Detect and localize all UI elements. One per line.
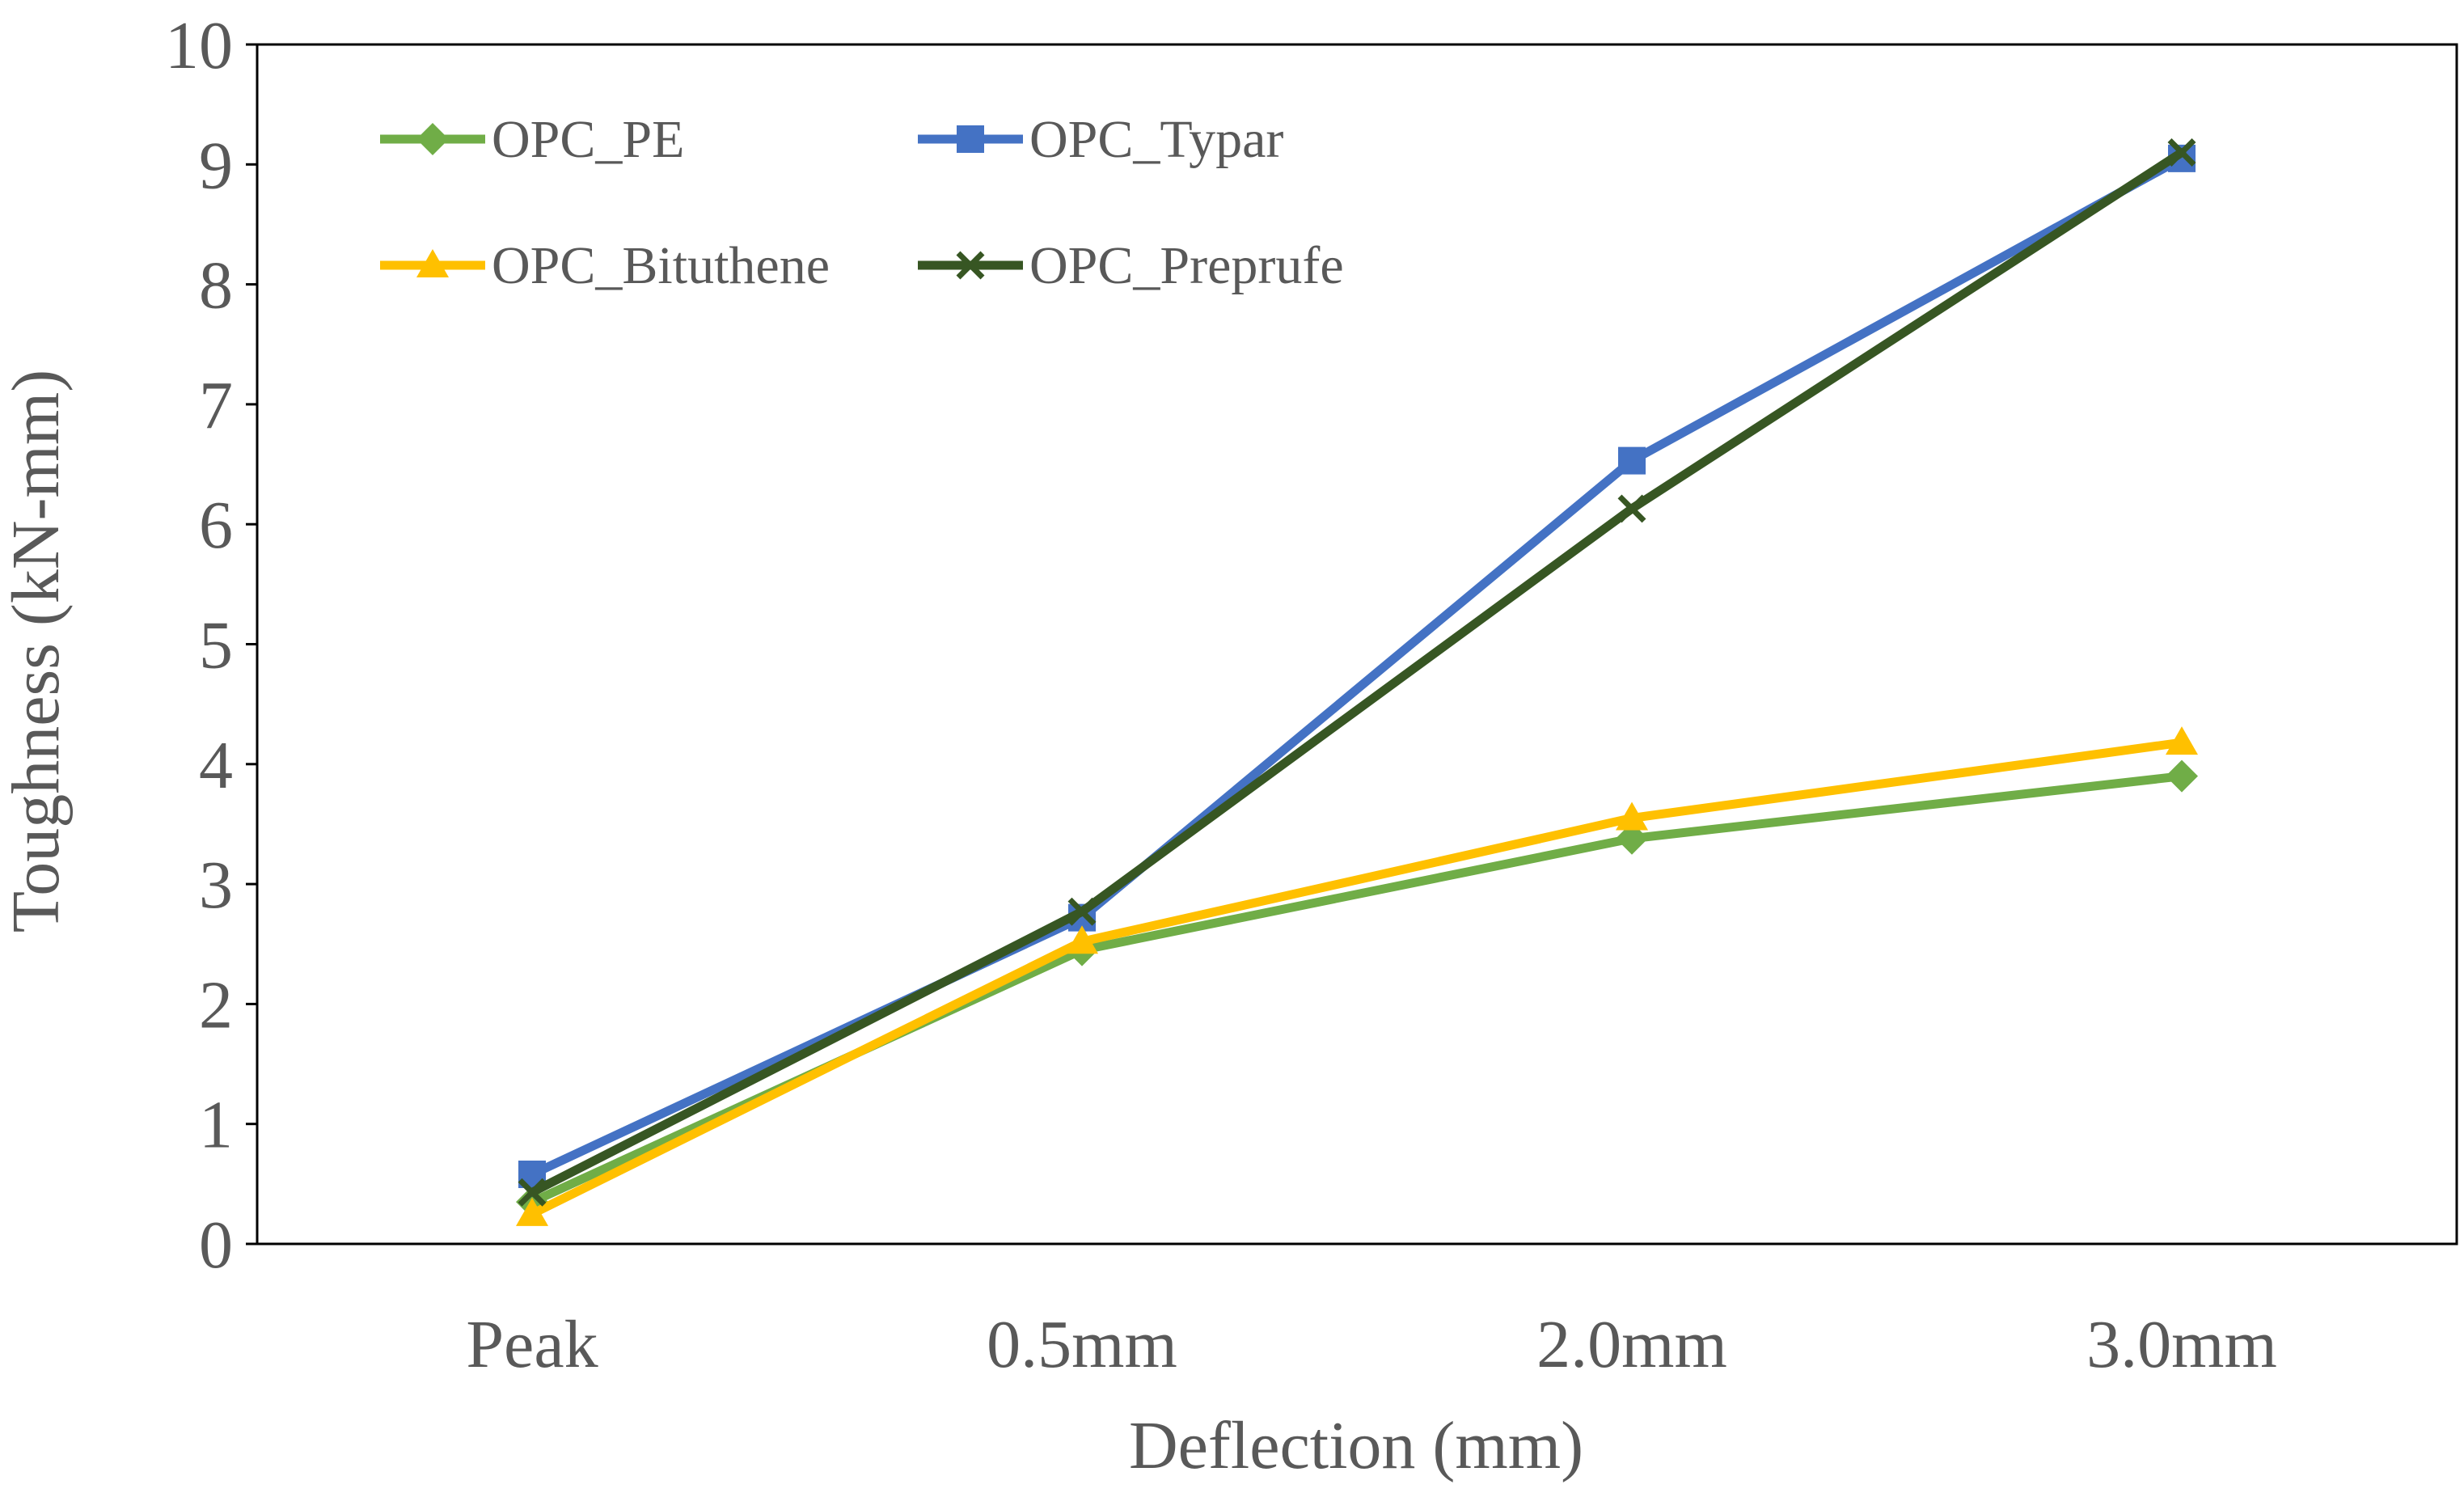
y-tick-label: 0 [199, 1208, 233, 1283]
legend-label: OPC_PE [492, 110, 684, 169]
legend-entry-opc-bituthene: OPC_Bituthene [380, 236, 830, 295]
x-marker [1617, 494, 1646, 523]
y-tick-label: 9 [199, 128, 233, 203]
x-marker [956, 251, 985, 280]
y-tick-label: 8 [199, 248, 233, 324]
x-axis-title: Deflection (mm) [1129, 1408, 1583, 1483]
series-line [527, 772, 2187, 1207]
series-line [527, 738, 2187, 1219]
x-marker-stroke [2167, 137, 2196, 167]
x-tick-label: Peak [466, 1307, 598, 1382]
y-tick-label: 1 [199, 1088, 233, 1163]
x-tick-labels: Peak 0.5mm 2.0mm 3.0mm [466, 1307, 2276, 1382]
x-marker-stroke [1067, 897, 1097, 926]
series-opc-typar [518, 144, 2196, 1188]
diamond-marker [416, 123, 449, 155]
square-marker [1618, 446, 1646, 475]
series-line [527, 154, 2187, 1179]
triangle-marker [2166, 726, 2198, 755]
y-tick-label: 5 [199, 608, 233, 683]
y-tick-labels: 0 1 2 3 4 5 6 7 8 9 10 [165, 8, 233, 1283]
series-opc-pe [516, 759, 2198, 1219]
x-tick-label: 3.0mm [2086, 1307, 2277, 1382]
x-marker [2167, 137, 2196, 167]
legend-label: OPC_Bituthene [492, 236, 830, 295]
plot-area-border [256, 43, 2458, 1246]
triangle-marker [516, 1197, 548, 1226]
x-tick-label: 2.0mm [1536, 1307, 1727, 1382]
axes [246, 43, 2458, 1246]
series-layer [516, 137, 2198, 1226]
y-tick-label: 7 [199, 368, 233, 443]
x-marker-stroke [1617, 494, 1646, 523]
series-line [527, 147, 2187, 1197]
y-tick-label: 10 [165, 8, 233, 83]
x-marker [518, 1178, 547, 1207]
triangle-marker [1066, 925, 1098, 954]
square-marker [957, 125, 984, 153]
triangle-marker [416, 249, 449, 277]
triangle-marker [1616, 801, 1648, 831]
x-marker [1067, 897, 1097, 926]
x-marker-stroke [956, 251, 985, 280]
legend-entry-opc-preprufe: OPC_Preprufe [918, 236, 1344, 295]
series-opc-bituthene [516, 726, 2198, 1226]
y-tick-label: 6 [199, 488, 233, 563]
series-opc-preprufe [518, 137, 2196, 1207]
legend: OPC_PE OPC_Typar OPC_Bituthene OPC_Preprufe [380, 110, 1344, 295]
y-axis-title: Toughness (kN-mm) [0, 370, 74, 933]
y-tick-label: 2 [199, 967, 233, 1043]
y-tick-label: 3 [199, 848, 233, 923]
legend-label: OPC_Preprufe [1029, 236, 1344, 295]
diamond-marker [2166, 759, 2198, 793]
legend-entry-opc-typar: OPC_Typar [918, 110, 1283, 169]
diamond-marker [1616, 822, 1648, 855]
legend-entry-opc-pe: OPC_PE [380, 110, 684, 169]
x-marker-stroke [518, 1178, 547, 1207]
y-tick-label: 4 [199, 728, 233, 803]
legend-label: OPC_Typar [1029, 110, 1283, 169]
x-tick-label: 0.5mm [987, 1307, 1177, 1382]
